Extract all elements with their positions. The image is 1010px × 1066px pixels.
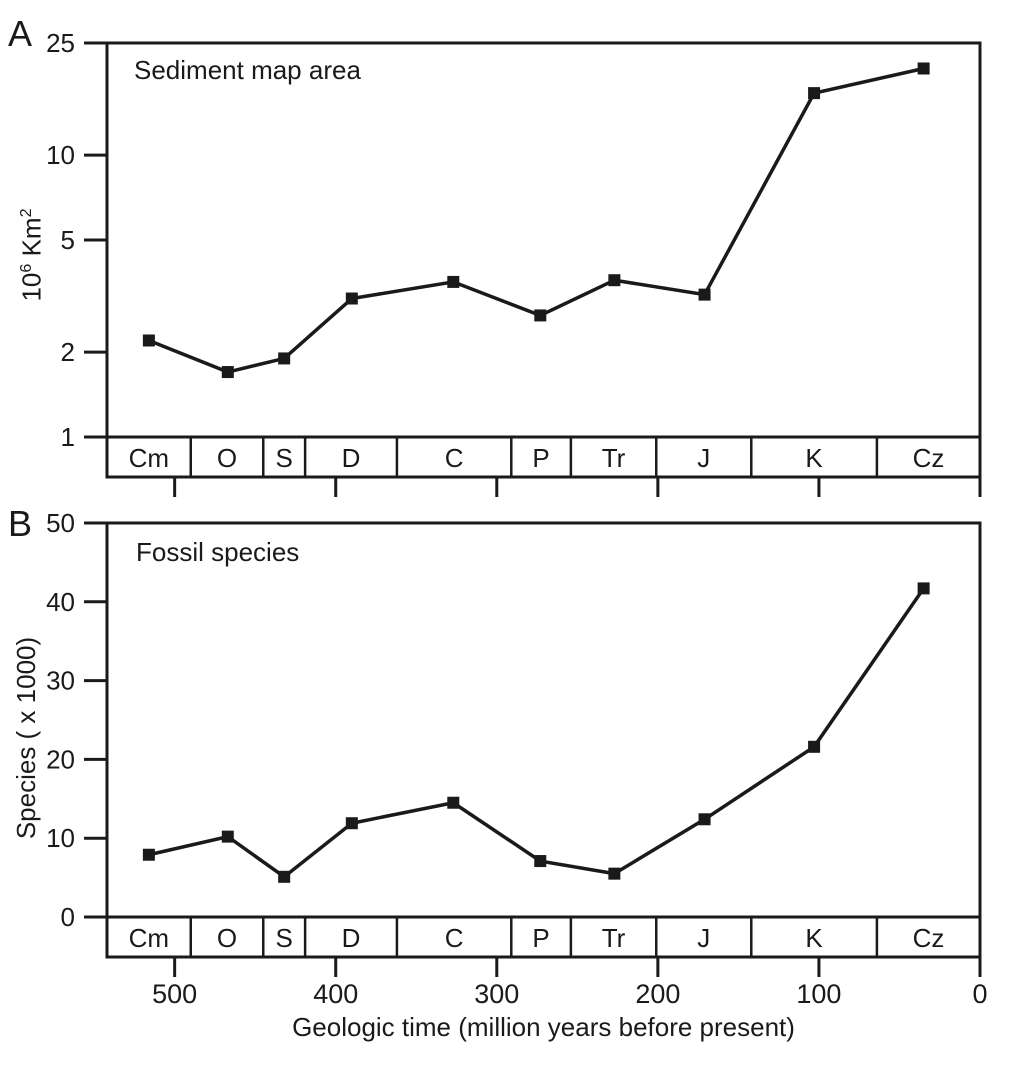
panel-a-ytick-label-5: 5: [61, 225, 75, 255]
panel-b-point-d: [345, 817, 358, 830]
panel-a-frame: [105, 41, 982, 439]
panel-b-period-s: S: [276, 923, 293, 953]
panel-b-period-tr: Tr: [602, 923, 626, 953]
panel-a-point-j: [698, 288, 711, 301]
panel-a-point-d: [345, 292, 358, 305]
panel-b-period-cz: Cz: [913, 923, 945, 953]
panel-b-point-p: [534, 855, 547, 868]
panel-a-period-o: O: [217, 443, 237, 473]
panel-a-period-tr: Tr: [602, 443, 626, 473]
panel-a-period-j: J: [697, 443, 710, 473]
panel-b-title: Fossil species: [136, 537, 300, 567]
panel-a-point-c: [447, 275, 460, 288]
panel-a-period-k: K: [805, 443, 823, 473]
panel-b-ytick-label-20: 20: [46, 744, 75, 774]
label-text: Km: [16, 217, 47, 264]
panel-b-data-line: [148, 587, 926, 880]
panel-b-period-p: P: [532, 923, 549, 953]
panel-a-period-cm: Cm: [129, 443, 169, 473]
panel-a-point-o: [221, 366, 234, 379]
panel-a-point-p: [534, 309, 547, 322]
x-tick-label-0: 0: [972, 979, 987, 1009]
panel-a-title: Sediment map area: [134, 55, 361, 85]
panel-a-period-d: D: [342, 443, 361, 473]
panel-b-period-o: O: [217, 923, 237, 953]
panel-a-ytick-label-1: 1: [61, 422, 75, 452]
panel-a-data-line: [148, 66, 925, 374]
panel-b-letter: B: [8, 503, 33, 544]
x-tick-label-200: 200: [635, 979, 680, 1009]
panel-a-period-c: C: [445, 443, 464, 473]
panel-a-period-band: [105, 435, 982, 479]
panel-b-period-cm: Cm: [129, 923, 169, 953]
panel-b-period-band: [105, 915, 982, 959]
panel-a-point-s: [278, 352, 291, 365]
panel-b-y-axis-label: Species ( x 1000): [10, 608, 42, 868]
panel-a-period-cz: Cz: [913, 443, 945, 473]
x-tick-label-300: 300: [474, 979, 519, 1009]
panel-a-letter: A: [8, 13, 33, 54]
panel-b-period-j: J: [697, 923, 710, 953]
panel-a-period-s: S: [276, 443, 293, 473]
panel-a-ytick-label-2: 2: [61, 337, 75, 367]
panel-b-point-o: [221, 830, 234, 843]
x-axis-title: Geologic time (million years before pres…: [292, 1012, 795, 1042]
panel-b-point-k: [808, 740, 821, 753]
panel-b-point-j: [698, 813, 711, 826]
panel-b-ytick-label-50: 50: [46, 508, 75, 538]
panel-b-point-s: [278, 870, 291, 883]
panel-a-period-p: P: [532, 443, 549, 473]
panel-b-point-cz: [917, 582, 930, 595]
panel-b-ytick-label-10: 10: [46, 823, 75, 853]
panel-b-period-c: C: [445, 923, 464, 953]
panel-a-point-cm: [142, 334, 155, 347]
x-tick-label-500: 500: [152, 979, 197, 1009]
panel-b-ytick-label-40: 40: [46, 587, 75, 617]
panel-a-ytick-label-25: 25: [46, 28, 75, 58]
panel-a-point-k: [808, 87, 821, 100]
panel-b-point-c: [447, 796, 460, 809]
panel-b-ytick-label-30: 30: [46, 666, 75, 696]
panel-a-point-tr: [608, 274, 621, 287]
panel-a-y-axis-label: 106 Km2: [10, 185, 47, 325]
panel-b-point-tr: [608, 867, 621, 880]
panel-b-ytick-label-0: 0: [61, 902, 75, 932]
panel-a-ytick-label-10: 10: [46, 140, 75, 170]
superscript: 2: [17, 208, 35, 218]
panel-b-period-d: D: [342, 923, 361, 953]
label-text: 10: [16, 272, 47, 302]
label-text: Species ( x 1000): [11, 636, 41, 840]
x-tick-label-100: 100: [796, 979, 841, 1009]
superscript: 6: [17, 263, 35, 273]
panel-b-period-k: K: [805, 923, 823, 953]
panel-b-point-cm: [142, 848, 155, 861]
panel-a-point-cz: [917, 62, 930, 75]
x-tick-label-400: 400: [313, 979, 358, 1009]
